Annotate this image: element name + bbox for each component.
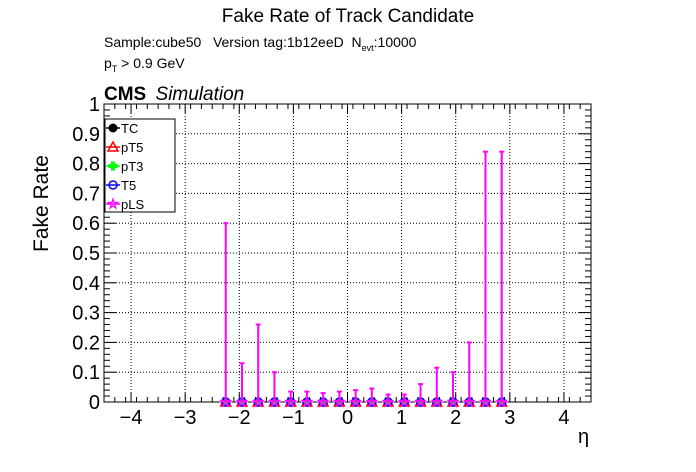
y-tick-label: 0.2 [72, 332, 100, 354]
chart-title: Fake Rate of Track Candidate [221, 6, 475, 27]
y-tick-label: 0.7 [72, 183, 100, 205]
y-tick-label: 0.4 [72, 273, 100, 295]
nevt-subscript: evt [361, 42, 374, 53]
legend-label: pT5 [121, 140, 143, 155]
legend: TC pT5 pT3 T5 pLS [104, 118, 176, 213]
data-point [300, 394, 314, 408]
x-tick-label: −1 [282, 407, 305, 429]
axis-ticks [103, 103, 592, 403]
data-point [365, 394, 379, 408]
legend-marker [108, 161, 118, 171]
y-tick-label: 0.1 [72, 362, 100, 384]
data-point [397, 394, 412, 408]
x-tick-label: −3 [174, 407, 197, 429]
grid [104, 104, 591, 402]
data-series [219, 150, 509, 408]
x-tick-label: 4 [558, 407, 569, 429]
legend-marker [108, 123, 118, 133]
data-point [332, 394, 347, 408]
nevt-value: :10000 [373, 34, 417, 50]
x-axis-label: η [578, 426, 590, 448]
x-tick-label: 1 [396, 407, 407, 429]
data-point [267, 394, 282, 408]
pt-cut-info: pT > 0.9 GeV [104, 55, 185, 74]
data-point [413, 394, 428, 408]
pt-cut-text: > 0.9 GeV [117, 55, 185, 71]
legend-label: pT3 [121, 159, 143, 174]
data-point [462, 394, 476, 408]
data-point [495, 394, 509, 408]
x-tick-label: 2 [450, 407, 461, 429]
legend-label: T5 [121, 178, 136, 193]
data-point [283, 394, 298, 408]
data-point [478, 394, 493, 408]
y-tick-label: 0.3 [72, 303, 100, 325]
y-tick-label: 0.9 [72, 124, 100, 146]
cms-text: CMS [104, 84, 147, 105]
y-tick-label: 1 [89, 94, 100, 116]
x-tick-label: −2 [228, 407, 251, 429]
legend-entry-pt3: pT3 [106, 159, 143, 174]
y-tick-label: 0.6 [72, 213, 100, 235]
legend-marker [106, 140, 120, 152]
data-point [430, 394, 444, 408]
x-tick-label: 0 [342, 407, 353, 429]
legend-marker [108, 180, 118, 190]
data-point [219, 394, 233, 408]
y-axis-label: Fake Rate [30, 155, 53, 252]
x-tick-label: 3 [504, 407, 515, 429]
pt-subscript: T [111, 63, 118, 74]
tick-labels: 0 0.1 0.2 0.3 0.4 0.5 0.6 0.7 0.8 0.9 1 −4 −3 −2 −1 0 1 2… [72, 94, 569, 429]
legend-entry-t5: T5 [106, 178, 136, 193]
cms-label: CMS Simulation [104, 84, 244, 106]
x-tick-label: −4 [120, 407, 143, 429]
pt-symbol: p [104, 55, 112, 71]
data-point [316, 394, 330, 408]
legend-label: pLS [121, 197, 144, 212]
legend-entry-pls: pLS [106, 196, 144, 212]
simulation-text: Simulation [155, 84, 245, 105]
legend-label: TC [121, 121, 138, 136]
y-tick-label: 0.5 [72, 243, 100, 265]
sample-info-text: Sample:cube50 Version tag:1b12eeD N [104, 34, 362, 50]
y-tick-label: 0.8 [72, 154, 100, 176]
data-point [381, 394, 395, 408]
series-pls [219, 150, 509, 408]
legend-entry-tc: TC [106, 121, 138, 136]
y-tick-label: 0 [89, 392, 100, 414]
data-point [235, 394, 249, 408]
legend-entry-pt5: pT5 [106, 140, 143, 155]
data-point [348, 394, 363, 408]
data-point [446, 394, 460, 408]
sample-info: Sample:cube50 Version tag:1b12eeD Nevt:1… [104, 34, 416, 53]
legend-marker [106, 196, 120, 210]
data-point [251, 394, 265, 408]
